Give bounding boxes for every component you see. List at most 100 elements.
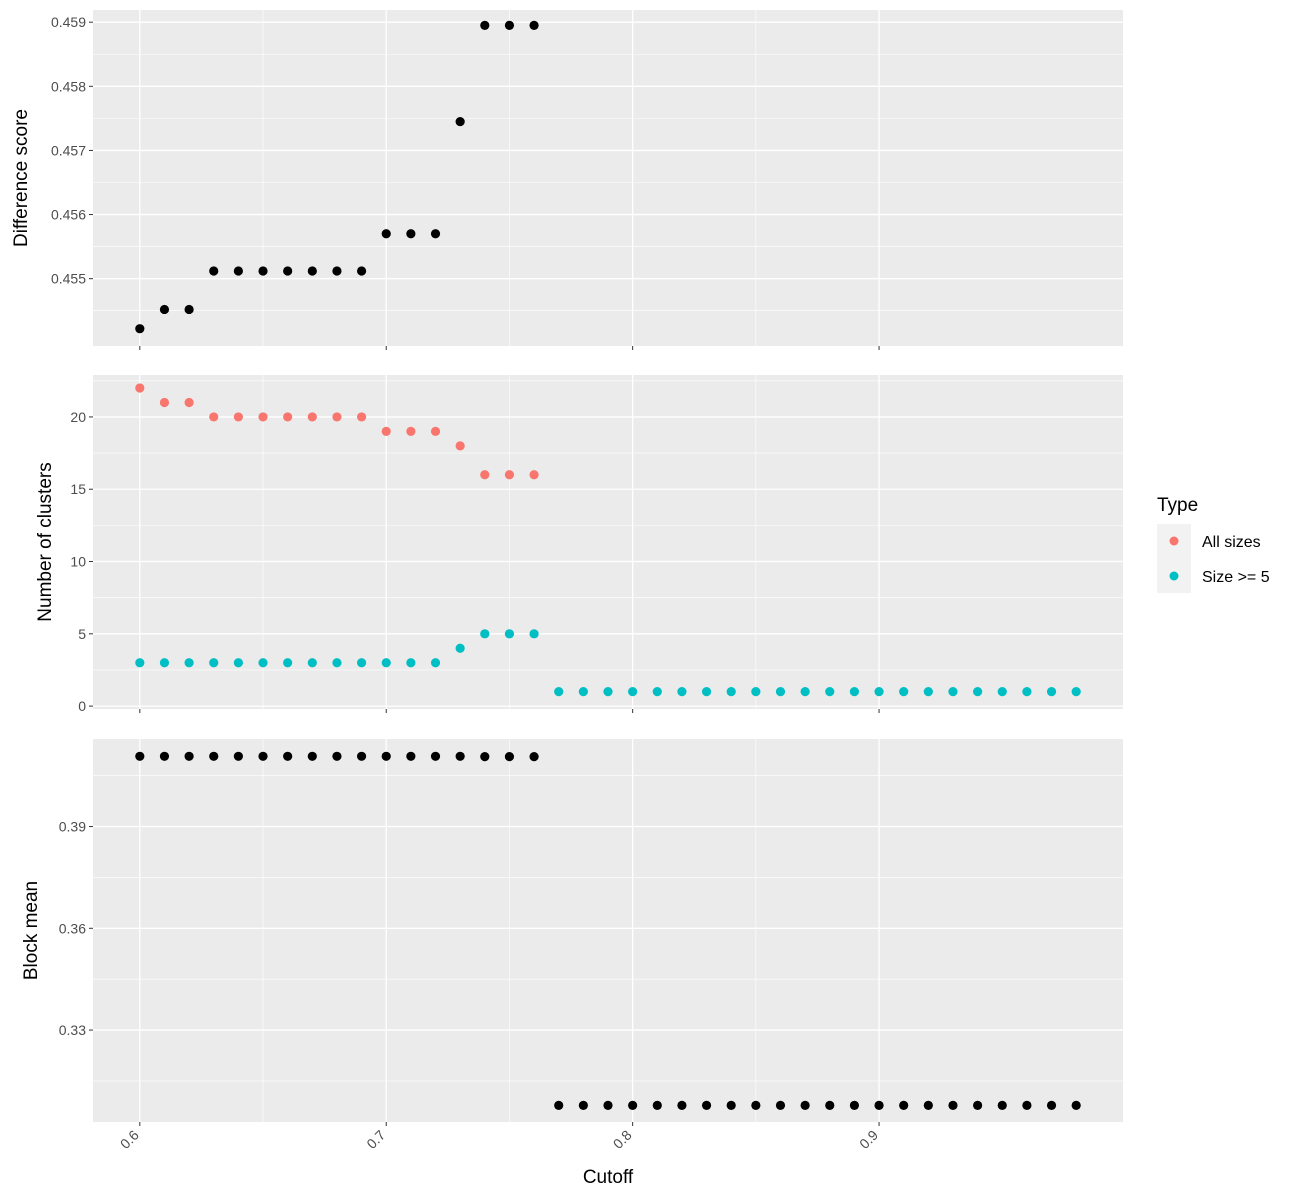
data-point-all-sizes xyxy=(356,412,367,422)
number-of-clusters-panel: 0 5 10 15 20 Number of clusters xyxy=(35,375,1123,714)
data-point-points xyxy=(529,752,539,762)
data-point-points xyxy=(209,266,219,276)
data-point-points xyxy=(356,266,367,276)
data-point-points xyxy=(677,1100,687,1110)
data-point-points xyxy=(973,1100,983,1110)
panel-grid xyxy=(93,739,1123,1122)
data-point-points xyxy=(997,1100,1007,1110)
data-point-points xyxy=(430,229,441,239)
data-point-all-sizes xyxy=(381,426,391,436)
data-point-size-5 xyxy=(751,687,761,697)
data-points xyxy=(135,20,539,334)
y-axis: 0 5 10 15 20 xyxy=(70,409,93,714)
y-tick-label: 0.457 xyxy=(51,142,86,158)
data-point-all-sizes xyxy=(455,441,465,451)
data-point-points xyxy=(1046,1100,1057,1110)
legend-label-all-sizes: All sizes xyxy=(1202,534,1261,551)
data-point-points xyxy=(480,752,490,762)
x-axis-ticks xyxy=(139,1122,880,1126)
data-point-points xyxy=(923,1100,933,1110)
data-point-size-5 xyxy=(307,658,317,668)
data-point-points xyxy=(258,266,268,276)
data-point-size-5 xyxy=(135,658,145,668)
data-point-points xyxy=(775,1100,786,1110)
data-point-size-5 xyxy=(874,687,884,697)
data-point-size-5 xyxy=(430,658,441,668)
panel-background xyxy=(93,739,1123,1122)
data-point-size-5 xyxy=(332,658,342,668)
data-point-all-sizes xyxy=(135,383,145,393)
data-point-points xyxy=(406,751,416,761)
data-point-size-5 xyxy=(701,687,712,697)
data-point-points xyxy=(899,1100,909,1110)
data-point-size-5 xyxy=(578,687,588,697)
data-points xyxy=(135,383,1081,697)
data-point-points xyxy=(184,304,194,315)
y-tick-label: 0.33 xyxy=(59,1022,86,1038)
data-point-size-5 xyxy=(997,687,1007,697)
y-tick-label: 0.459 xyxy=(51,14,86,30)
data-point-points xyxy=(332,751,342,761)
y-tick-label: 0.455 xyxy=(51,271,86,287)
data-point-all-sizes xyxy=(480,470,490,480)
data-point-points xyxy=(504,752,515,762)
data-point-points xyxy=(1022,1100,1032,1110)
data-point-all-sizes xyxy=(529,470,539,480)
data-point-all-sizes xyxy=(307,412,317,422)
data-point-points xyxy=(307,266,317,276)
data-point-size-5 xyxy=(628,687,638,697)
data-point-points xyxy=(455,751,465,761)
y-axis: 0.33 0.36 0.39 xyxy=(59,819,93,1038)
data-point-size-5 xyxy=(406,658,416,668)
data-point-points xyxy=(307,751,317,761)
data-point-points xyxy=(184,751,194,761)
y-tick-label: 20 xyxy=(70,409,86,425)
y-axis-title: Block mean xyxy=(21,881,42,980)
legend-key-size-ge-5 xyxy=(1169,571,1179,581)
data-point-size-5 xyxy=(455,643,465,653)
data-point-points xyxy=(356,751,367,761)
data-point-size-5 xyxy=(554,687,564,697)
data-point-points xyxy=(800,1100,810,1110)
data-points xyxy=(135,751,1081,1110)
data-point-size-5 xyxy=(504,629,515,639)
data-point-points xyxy=(430,751,441,761)
data-point-all-sizes xyxy=(233,412,243,422)
data-point-points xyxy=(135,324,145,334)
y-tick-label: 0.39 xyxy=(59,819,86,835)
panel-background xyxy=(93,10,1123,346)
data-point-size-5 xyxy=(603,687,613,697)
data-point-size-5 xyxy=(184,658,194,668)
data-point-points xyxy=(283,266,293,276)
data-point-points xyxy=(504,20,515,30)
data-point-size-5 xyxy=(209,658,219,668)
legend-item-all-sizes: All sizes xyxy=(1169,534,1261,551)
data-point-points xyxy=(159,751,170,761)
data-point-size-5 xyxy=(800,687,810,697)
data-point-all-sizes xyxy=(283,412,293,422)
panel-background xyxy=(93,375,1123,709)
data-point-size-5 xyxy=(973,687,983,697)
data-point-size-5 xyxy=(283,658,293,668)
data-point-points xyxy=(554,1100,564,1110)
data-point-all-sizes xyxy=(258,412,268,422)
y-tick-label: 0.456 xyxy=(51,207,86,223)
data-point-all-sizes xyxy=(504,470,515,480)
data-point-size-5 xyxy=(356,658,367,668)
data-point-all-sizes xyxy=(209,412,219,422)
data-point-points xyxy=(874,1100,884,1110)
data-point-points xyxy=(209,751,219,761)
data-point-size-5 xyxy=(480,629,490,639)
x-axis-ticks xyxy=(139,346,880,350)
data-point-points xyxy=(948,1100,958,1110)
y-tick-label: 0.36 xyxy=(59,920,86,936)
y-axis-title: Number of clusters xyxy=(35,462,56,621)
data-point-points xyxy=(825,1100,835,1110)
data-point-points xyxy=(849,1100,860,1110)
data-point-points xyxy=(283,751,293,761)
data-point-points xyxy=(480,20,490,30)
legend-title: Type xyxy=(1157,495,1198,516)
legend: Type All sizes Size >= 5 xyxy=(1157,495,1270,593)
data-point-points xyxy=(652,1100,662,1110)
